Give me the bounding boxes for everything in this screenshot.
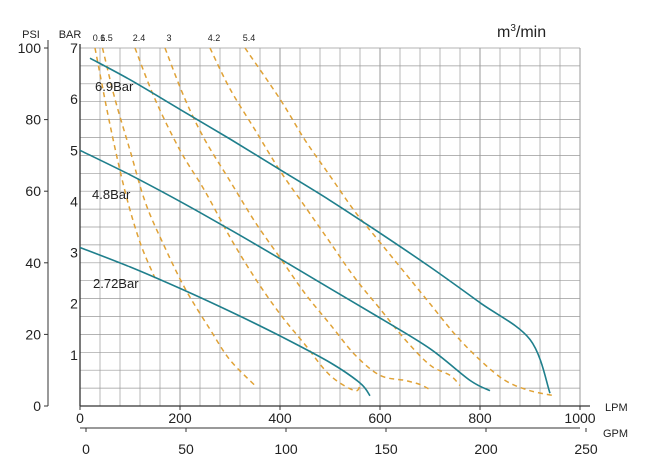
series-line-2-72Bar xyxy=(79,246,371,397)
gpm-tick-label: 200 xyxy=(474,441,498,457)
air-curve-label: 1.5 xyxy=(100,33,113,43)
bar-axis-label: BAR xyxy=(59,29,82,41)
flow-unit-rest: /min xyxy=(516,24,546,41)
air-curve-1-5 xyxy=(101,47,256,387)
air-curve-label: 2.4 xyxy=(133,33,146,43)
lpm-axis-label: LPM xyxy=(605,402,628,414)
axes xyxy=(47,40,590,429)
series-label: 4.8Bar xyxy=(92,187,131,202)
air-curve-4-2 xyxy=(209,47,461,387)
lpm-tick-label: 400 xyxy=(268,410,292,426)
gpm-axis-label: GPM xyxy=(603,428,628,440)
gpm-tick-label: 50 xyxy=(178,441,194,457)
air-curve-0-6 xyxy=(94,47,156,279)
psi-tick-label: 0 xyxy=(33,398,41,414)
air-curve-2-4 xyxy=(134,47,361,392)
bar-tick-label: 4 xyxy=(70,193,78,209)
bar-tick-label: 5 xyxy=(70,142,78,158)
lpm-tick-label: 0 xyxy=(76,410,84,426)
bar-tick-label: 6 xyxy=(70,91,78,107)
series-label: 6.9Bar xyxy=(95,79,134,94)
psi-tick-label: 60 xyxy=(25,183,41,199)
series-line-6-9Bar xyxy=(89,57,551,394)
psi-axis-label: PSI xyxy=(22,29,40,41)
lpm-tick-label: 600 xyxy=(368,410,392,426)
psi-tick-label: 100 xyxy=(18,40,42,56)
lpm-tick-label: 1000 xyxy=(564,410,595,426)
flow-unit-superscript: 3 xyxy=(510,23,516,34)
psi-tick-label: 40 xyxy=(25,255,41,271)
bar-tick-label: 3 xyxy=(70,245,78,261)
psi-tick-label: 20 xyxy=(25,326,41,342)
air-curve-label: 0.6 xyxy=(93,33,106,43)
bar-tick-label: 1 xyxy=(70,347,78,363)
air-curve-label: 3 xyxy=(166,33,171,43)
air-curve-label: 4.2 xyxy=(208,33,221,43)
air-curve-3 xyxy=(164,47,431,391)
air-curve-5-4 xyxy=(244,47,556,397)
psi-tick-label: 80 xyxy=(25,112,41,128)
lpm-tick-label: 800 xyxy=(468,410,492,426)
bar-tick-label: 2 xyxy=(70,296,78,312)
grid xyxy=(79,47,581,407)
air-consumption-curves xyxy=(94,47,556,397)
series-label: 2.72Bar xyxy=(93,276,139,291)
gpm-tick-label: 0 xyxy=(82,441,90,457)
lpm-tick-label: 200 xyxy=(168,410,192,426)
air-curve-label: 5.4 xyxy=(243,33,256,43)
series-line-4-8Bar xyxy=(79,149,491,392)
gpm-tick-label: 250 xyxy=(574,441,598,457)
flow-unit-label: m3/min xyxy=(497,23,546,41)
gpm-tick-label: 150 xyxy=(374,441,398,457)
bar-tick-label: 7 xyxy=(70,40,78,56)
gpm-tick-label: 100 xyxy=(274,441,298,457)
pressure-series xyxy=(79,57,551,397)
